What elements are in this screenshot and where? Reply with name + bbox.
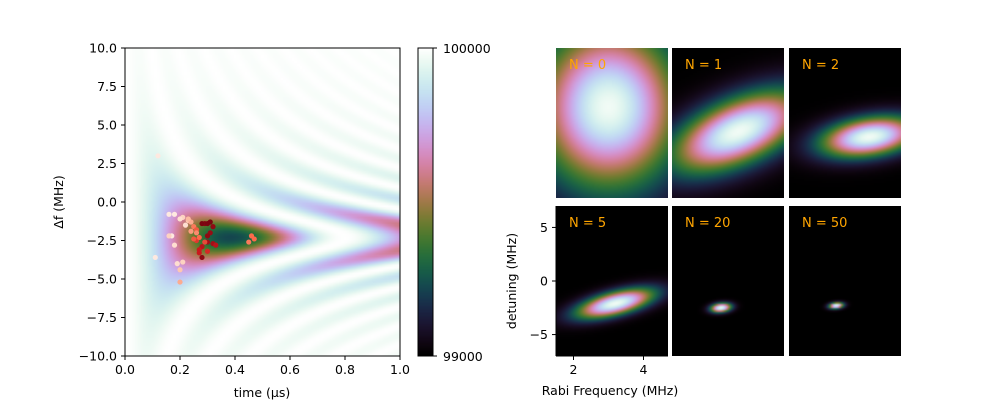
panel-3: N = 5 (556, 206, 668, 356)
panel-y-tick-label: −5 (530, 327, 548, 342)
colorbar-min-label: 99000 (443, 349, 483, 364)
scatter-point (204, 233, 211, 239)
panel-y-tick-label: 0 (540, 274, 548, 289)
x-tick-label: 0.6 (280, 362, 300, 377)
scatter-point (213, 242, 219, 248)
panel-heatmap (789, 48, 901, 198)
y-tick-label: 2.5 (97, 156, 117, 171)
scatter-point (202, 239, 208, 245)
y-tick-label: −7.5 (87, 310, 117, 325)
panel-y-axis-label: detuning (MHz) (504, 233, 519, 329)
panel-y-ticks: 5 0 −5 (530, 206, 557, 356)
panel-heatmap (789, 206, 901, 356)
x-tick-label: 0.0 (115, 362, 135, 377)
panel-label: N = 0 (569, 58, 606, 73)
main-heatmap-plot: 0.0 0.2 0.4 0.6 0.8 1.0 10.0 7.5 5.0 2.5 0.0 −2.5 −… (51, 41, 410, 400)
scatter-point (155, 153, 161, 159)
panel-label: N = 2 (802, 58, 839, 73)
scatter-overlay (152, 153, 257, 285)
main-x-ticks: 0.0 0.2 0.4 0.6 0.8 1.0 (115, 356, 410, 377)
scatter-point (182, 222, 189, 228)
scatter-point (180, 259, 186, 265)
y-tick-label: 5.0 (97, 118, 117, 133)
scatter-point (177, 216, 183, 222)
y-tick-label: −5.0 (87, 272, 117, 287)
panel-x-tick-label: 4 (640, 362, 648, 377)
panel-0: N = 0 (556, 48, 668, 198)
hyperparameter-panels: N = 0 N = 1 N = 2 N = 5 N = 20 N = 50 (556, 48, 901, 356)
x-tick-label: 0.2 (170, 362, 190, 377)
y-tick-label: −2.5 (87, 233, 117, 248)
scatter-point (171, 211, 178, 217)
panel-label: N = 50 (802, 216, 847, 231)
panel-heatmap (556, 206, 668, 356)
panel-label: N = 1 (685, 58, 722, 73)
colorbar: 100000 99000 (417, 41, 491, 364)
scatter-point (199, 220, 205, 227)
scatter-point (204, 248, 211, 254)
y-tick-label: −10.0 (79, 349, 117, 364)
panel-heatmap (672, 206, 784, 356)
scatter-point (174, 261, 180, 267)
panel-2: N = 2 (789, 48, 901, 198)
x-tick-label: 0.8 (335, 362, 355, 377)
x-tick-label: 1.0 (390, 362, 410, 377)
scatter-point (196, 247, 202, 253)
y-tick-label: 7.5 (97, 79, 117, 94)
colorbar-gradient (418, 48, 433, 356)
panel-5: N = 50 (789, 206, 901, 356)
scatter-point (166, 233, 172, 239)
scatter-point (199, 254, 205, 261)
scatter-point (177, 279, 183, 285)
panel-4: N = 20 (672, 206, 784, 356)
scatter-point (251, 236, 257, 242)
colorbar-frame (417, 47, 434, 357)
x-tick-label: 0.4 (225, 362, 245, 377)
scatter-point (166, 211, 172, 217)
scatter-point (185, 216, 191, 222)
panel-heatmap (556, 48, 668, 198)
main-x-axis-label: time (μs) (234, 385, 290, 400)
panel-x-tick-label: 2 (570, 362, 578, 377)
main-y-ticks: 10.0 7.5 5.0 2.5 0.0 −2.5 −5.0 −7.5 −10.0 (79, 41, 125, 364)
panel-label: N = 20 (685, 216, 730, 231)
scatter-point (210, 224, 216, 230)
scatter-point (171, 242, 178, 248)
main-y-axis-label: Δf (MHz) (51, 175, 66, 228)
panel-x-axis-label: Rabi Frequency (MHz) (542, 383, 679, 398)
y-tick-label: 0.0 (97, 195, 117, 210)
scatter-point (207, 219, 213, 225)
scatter-point (246, 239, 252, 245)
main-heatmap-image (125, 48, 400, 356)
panel-y-tick-label: 5 (540, 220, 548, 235)
scatter-point (177, 267, 183, 273)
scatter-point (188, 228, 194, 234)
scatter-point (191, 236, 197, 242)
colorbar-max-label: 100000 (443, 41, 491, 56)
panel-label: N = 5 (569, 216, 606, 231)
scatter-point (196, 234, 202, 241)
y-tick-label: 10.0 (89, 41, 117, 56)
panel-heatmap (672, 48, 784, 198)
scatter-point (152, 254, 158, 261)
scatter-point (193, 230, 200, 236)
panel-1: N = 1 (672, 48, 784, 198)
